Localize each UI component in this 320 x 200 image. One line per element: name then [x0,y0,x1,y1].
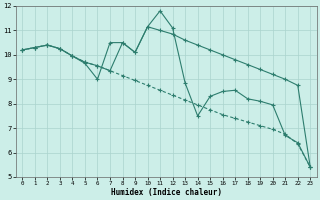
X-axis label: Humidex (Indice chaleur): Humidex (Indice chaleur) [111,188,222,197]
